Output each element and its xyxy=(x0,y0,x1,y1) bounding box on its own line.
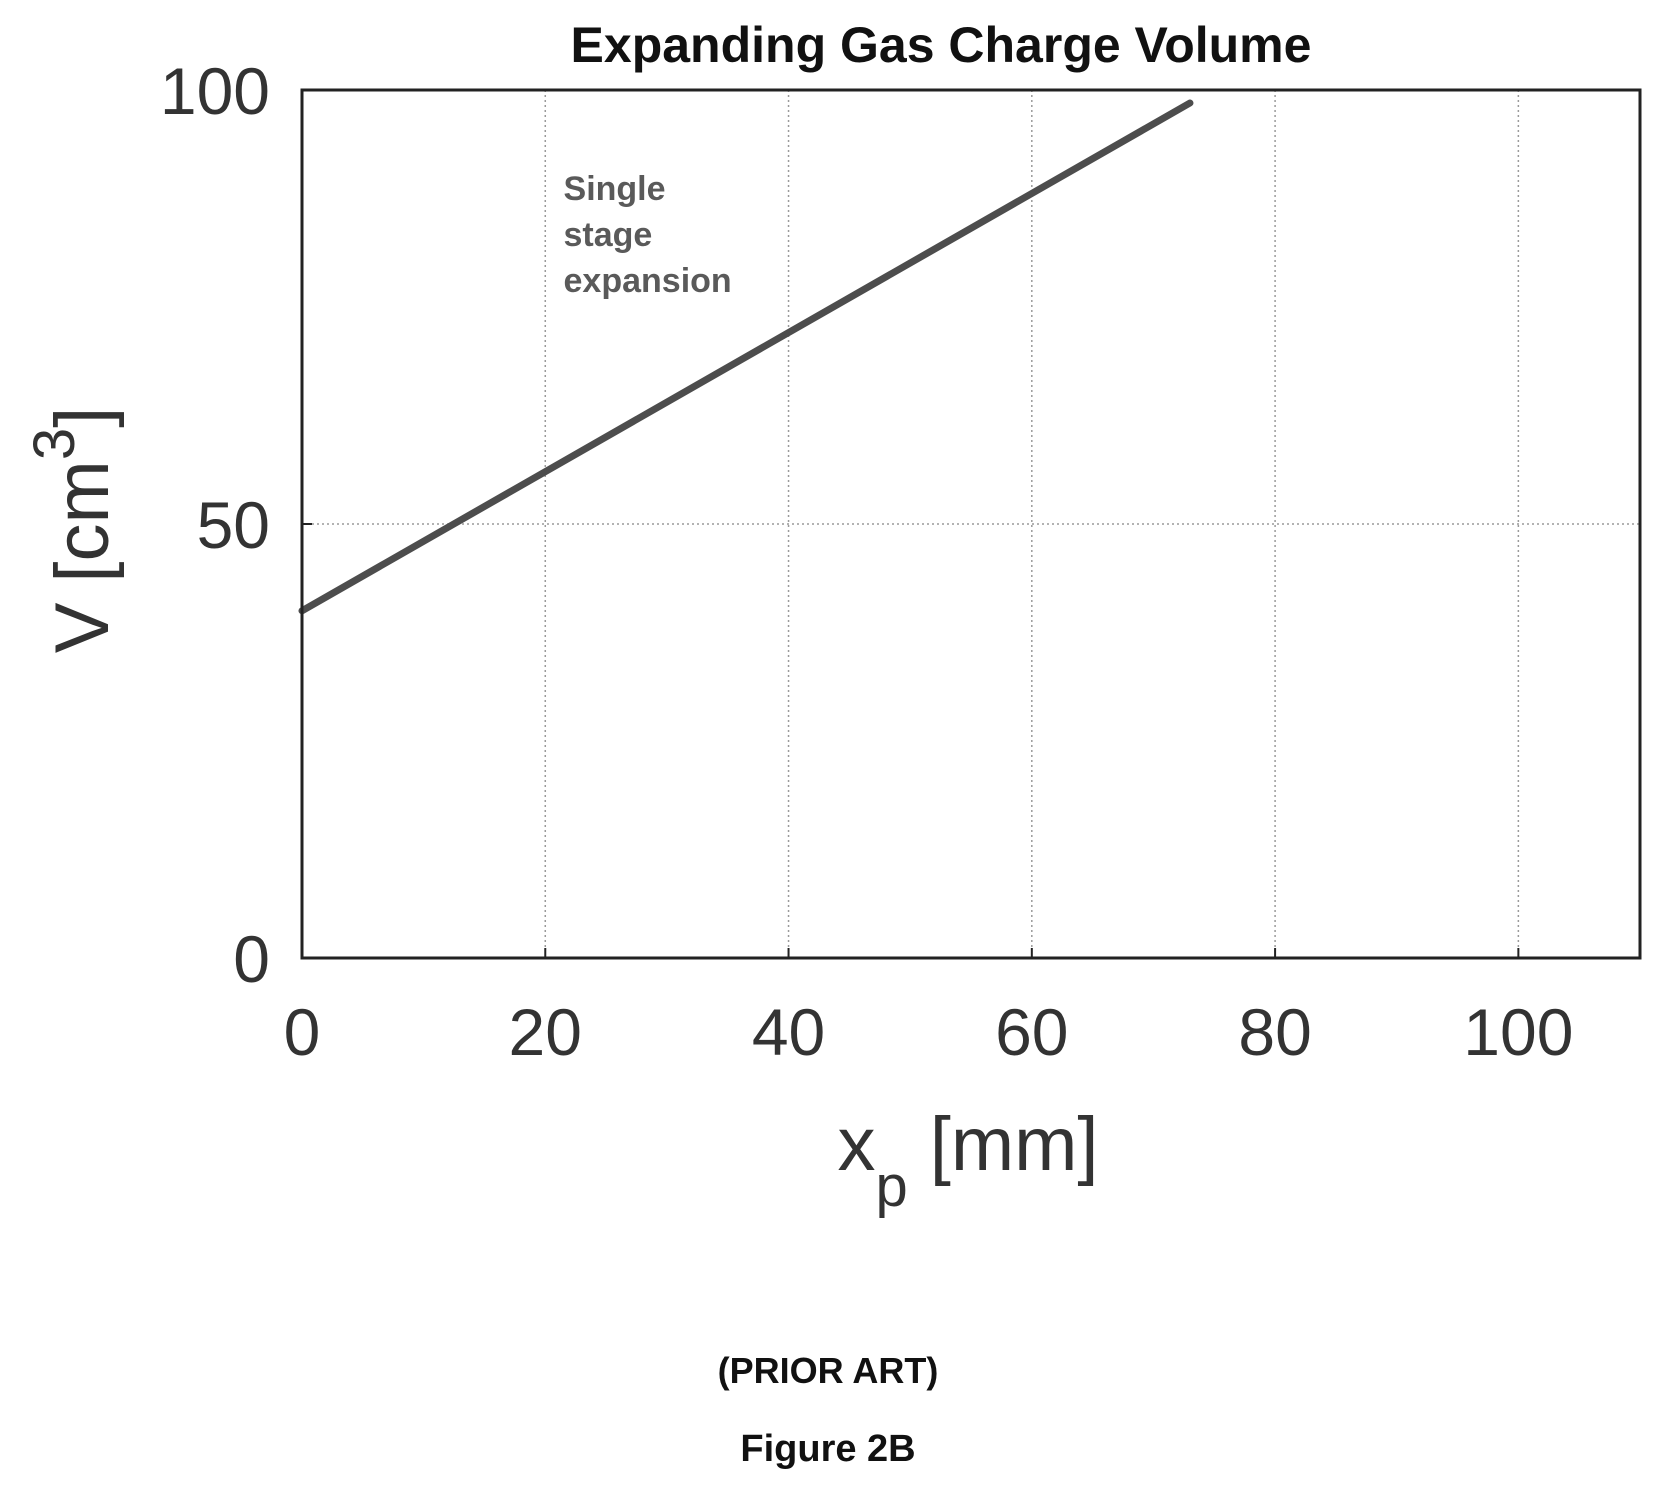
y-axis-label-unit-open: [cm xyxy=(40,460,125,582)
x-tick-label-5: 100 xyxy=(1463,995,1573,1069)
y-axis-label-main: V xyxy=(40,602,125,653)
chart-title: Expanding Gas Charge Volume xyxy=(571,17,1312,73)
grid xyxy=(302,90,1640,958)
annotation-line: stage xyxy=(564,216,653,254)
x-tick-label-3: 60 xyxy=(995,995,1068,1069)
y-axis-label-superscript: 3 xyxy=(22,428,87,460)
prior-art-caption: (PRIOR ART) xyxy=(717,1350,939,1391)
series-line-0 xyxy=(298,99,1194,615)
figure-label: Figure 2B xyxy=(740,1428,916,1470)
tick-labels: 0 20 40 60 80 100 0 50 100 xyxy=(160,54,1574,1069)
annotation-line: Single xyxy=(564,170,666,208)
series-layer xyxy=(298,99,1194,615)
x-axis-label: xp [mm] xyxy=(837,1102,1098,1219)
y-tick-label-0: 0 xyxy=(233,922,270,996)
annotation-0: Single stage expansion xyxy=(564,170,732,300)
x-axis-label-main: x xyxy=(837,1102,875,1187)
x-tick-label-0: 0 xyxy=(284,995,321,1069)
annotation-line: expansion xyxy=(564,262,732,300)
y-tick-label-2: 100 xyxy=(160,54,270,128)
axes xyxy=(300,88,1642,960)
y-axis-label: V [cm3] xyxy=(22,407,125,654)
x-axis-label-unit: [mm] xyxy=(930,1102,1099,1187)
x-tick-label-4: 80 xyxy=(1238,995,1311,1069)
x-axis-label-subscript: p xyxy=(875,1154,907,1219)
y-tick-label-1: 50 xyxy=(197,488,270,562)
x-tick-label-1: 20 xyxy=(509,995,582,1069)
y-axis-label-unit-close: ] xyxy=(40,407,125,428)
x-tick-label-2: 40 xyxy=(752,995,825,1069)
labels: Expanding Gas Charge Volume xp [mm] V [cm3] S… xyxy=(22,17,1311,1219)
